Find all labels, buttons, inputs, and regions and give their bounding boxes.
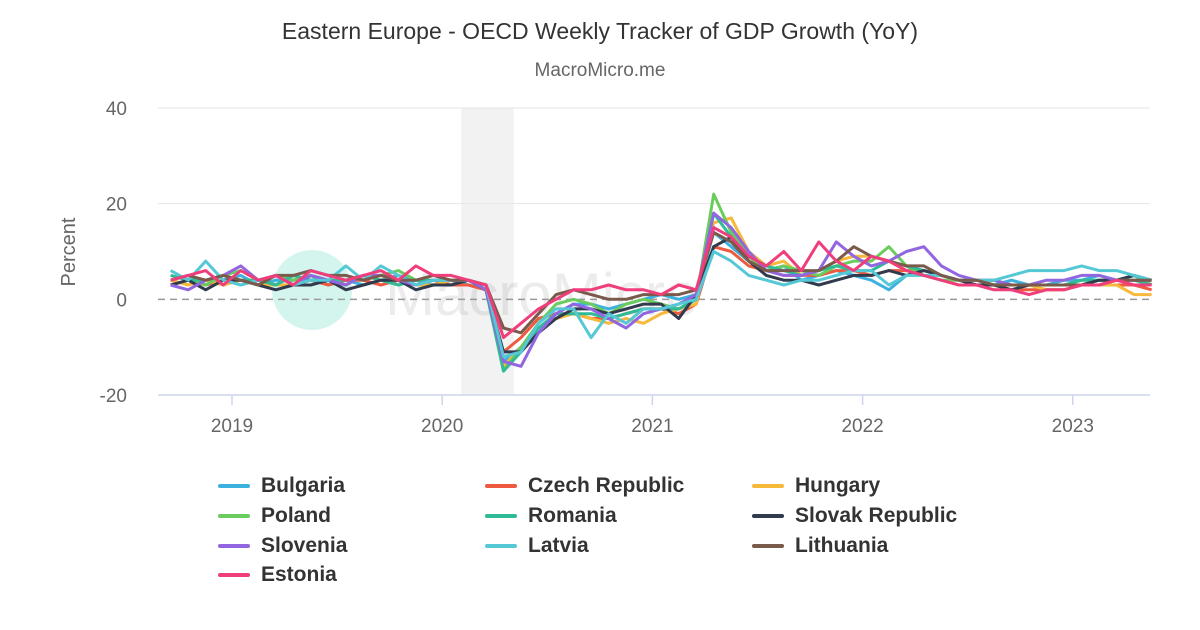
legend-label: Estonia bbox=[261, 563, 337, 586]
y-tick-label: 0 bbox=[116, 290, 127, 311]
watermark-logo bbox=[272, 250, 352, 330]
x-tick-label: 2022 bbox=[841, 416, 883, 437]
legend-item-latvia[interactable]: Latvia bbox=[485, 534, 589, 558]
legend-item-romania[interactable]: Romania bbox=[485, 504, 617, 528]
legend-label: Slovak Republic bbox=[795, 504, 958, 527]
y-tick-label: -20 bbox=[100, 386, 127, 407]
legend-swatch bbox=[218, 514, 250, 518]
x-tick-label: 2021 bbox=[631, 416, 673, 437]
legend-swatch bbox=[218, 573, 250, 577]
y-tick-label: 40 bbox=[106, 99, 127, 120]
x-tick-label: 2020 bbox=[421, 416, 463, 437]
legend-swatch bbox=[485, 484, 517, 488]
legend-item-estonia[interactable]: Estonia bbox=[218, 563, 337, 587]
y-axis-label: Percent bbox=[58, 217, 80, 286]
legend-swatch bbox=[752, 514, 784, 518]
legend-label: Czech Republic bbox=[528, 474, 685, 497]
legend-item-slovak-republic[interactable]: Slovak Republic bbox=[752, 504, 957, 528]
legend-item-hungary[interactable]: Hungary bbox=[752, 474, 880, 498]
legend-item-lithuania[interactable]: Lithuania bbox=[752, 534, 888, 558]
legend-swatch bbox=[485, 544, 517, 548]
legend-swatch bbox=[218, 544, 250, 548]
recession-shading bbox=[461, 108, 514, 395]
legend-label: Slovenia bbox=[261, 534, 348, 557]
legend-item-bulgaria[interactable]: Bulgaria bbox=[218, 474, 345, 498]
series-line-slovak-republic bbox=[170, 235, 1152, 354]
legend-label: Romania bbox=[528, 504, 617, 527]
legend-swatch bbox=[485, 514, 517, 518]
legend-item-czech-republic[interactable]: Czech Republic bbox=[485, 474, 684, 498]
legend-item-poland[interactable]: Poland bbox=[218, 504, 331, 528]
x-tick-label: 2023 bbox=[1052, 416, 1094, 437]
legend-swatch bbox=[752, 544, 784, 548]
y-tick-label: 20 bbox=[106, 195, 127, 216]
chart-title: Eastern Europe - OECD Weekly Tracker of … bbox=[281, 18, 919, 44]
legend-label: Poland bbox=[261, 504, 332, 527]
legend-label: Latvia bbox=[528, 534, 589, 557]
x-tick-label: 2019 bbox=[211, 416, 253, 437]
legend-swatch bbox=[218, 484, 250, 488]
chart-subtitle: MacroMicro.me bbox=[534, 60, 666, 81]
series-line-estonia bbox=[170, 226, 1152, 340]
legend-item-slovenia[interactable]: Slovenia bbox=[218, 534, 347, 558]
legend-label: Hungary bbox=[795, 474, 881, 497]
legend-label: Bulgaria bbox=[261, 474, 346, 497]
legend-swatch bbox=[752, 484, 784, 488]
legend-label: Lithuania bbox=[795, 534, 889, 557]
